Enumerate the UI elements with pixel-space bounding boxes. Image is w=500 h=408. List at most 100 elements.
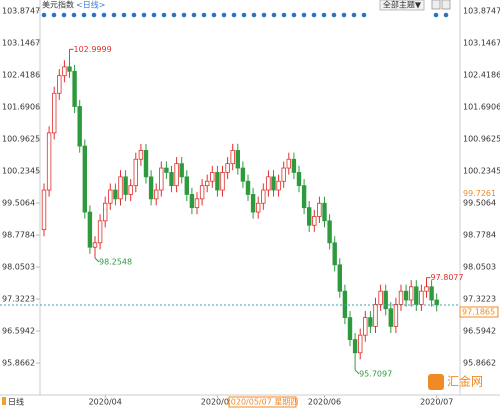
theme-dot xyxy=(101,12,107,18)
candle-body xyxy=(312,216,317,226)
y-tick-label-right: 97.3223 xyxy=(463,295,496,304)
extreme-label: 97.8077 xyxy=(431,273,464,282)
candle-body xyxy=(327,220,332,244)
x-tick-label: 2020/06 xyxy=(308,398,341,407)
theme-dot xyxy=(291,12,297,18)
y-tick-label-right: 101.6906 xyxy=(463,102,500,111)
theme-dot xyxy=(261,12,267,18)
candle-body xyxy=(52,92,57,134)
candle-body xyxy=(164,167,169,173)
theme-dot xyxy=(201,12,207,18)
crosshair-date: 2020/05/07 星期四 xyxy=(226,398,299,407)
candle-body xyxy=(322,202,327,222)
candle-body xyxy=(255,202,261,213)
theme-dot xyxy=(161,12,167,18)
y-tick-label: 98.0503 xyxy=(2,262,35,271)
candle-body xyxy=(373,303,378,327)
period-icon[interactable] xyxy=(2,397,6,405)
candle-body xyxy=(67,66,72,72)
x-tick-label: 2020/07 xyxy=(420,398,453,407)
theme-dot xyxy=(171,12,177,18)
candle-body xyxy=(62,66,67,77)
theme-dot xyxy=(41,12,47,18)
theme-dot xyxy=(361,12,367,18)
extreme-pointer xyxy=(94,257,100,263)
extreme-label: 98.2548 xyxy=(99,258,132,267)
candle-body xyxy=(434,299,439,306)
watermark: 汇金网 xyxy=(447,374,483,389)
candle-body xyxy=(245,180,251,195)
candle-body xyxy=(403,290,409,301)
y-tick-label: 100.9625 xyxy=(2,134,40,143)
candle-body xyxy=(199,185,205,200)
candle-body xyxy=(393,303,399,327)
footer-period[interactable]: 日线 xyxy=(8,397,24,407)
theme-button[interactable] xyxy=(379,0,425,11)
theme-dot xyxy=(131,12,137,18)
candle-body xyxy=(220,172,225,191)
y-tick-label-right: 98.0503 xyxy=(463,262,496,271)
candle-body xyxy=(230,150,235,165)
candle-body xyxy=(225,163,230,173)
candle-body xyxy=(179,163,184,178)
candle-body xyxy=(174,163,179,187)
y-tick-label-right: 103.8747 xyxy=(463,6,500,15)
candle-body xyxy=(429,286,434,301)
candle-body xyxy=(317,202,322,217)
theme-dot xyxy=(191,12,197,18)
candle-body xyxy=(337,264,342,292)
candle-body xyxy=(398,290,404,305)
y-tick-label-right: 100.2345 xyxy=(463,166,500,175)
theme-dot xyxy=(91,12,97,18)
candle-body xyxy=(46,132,52,191)
candle-body xyxy=(41,189,47,231)
watermark-logo xyxy=(428,374,444,390)
candle-body xyxy=(103,202,108,222)
next-button[interactable] xyxy=(441,0,451,10)
candle-body xyxy=(123,176,128,195)
candle-body xyxy=(424,286,429,292)
candle-body xyxy=(240,167,246,182)
candle-body xyxy=(306,207,312,226)
candle-body xyxy=(414,286,419,305)
extreme-label: 95.7097 xyxy=(359,369,392,378)
theme-dot xyxy=(151,12,157,18)
candle-body xyxy=(215,172,220,191)
extreme-label: 102.9999 xyxy=(74,45,112,54)
title: 美元指数 xyxy=(42,0,74,10)
candle-body xyxy=(204,180,210,187)
candle-body xyxy=(368,317,373,327)
theme-dot xyxy=(141,12,147,18)
theme-dot xyxy=(121,12,127,18)
crosshair-value: 97.1865 xyxy=(462,307,495,316)
candle-body xyxy=(261,189,266,204)
period[interactable]: <日线> xyxy=(76,0,105,10)
price-marker: 99.7261 xyxy=(463,189,496,198)
candle-body xyxy=(143,150,149,178)
theme-dot xyxy=(181,12,187,18)
candle-body xyxy=(113,189,118,200)
candle-body xyxy=(92,242,98,248)
y-tick-label: 96.5942 xyxy=(2,327,35,336)
y-tick-label: 97.3223 xyxy=(2,295,35,304)
extreme-pointer xyxy=(354,369,360,375)
candle-body xyxy=(148,176,154,200)
y-tick-label: 95.8662 xyxy=(2,359,35,368)
candle-body xyxy=(383,290,388,310)
x-tick-label: 2020/05 xyxy=(201,398,234,407)
crosshair-date-box xyxy=(228,396,297,408)
y-tick-label-right: 100.9625 xyxy=(463,134,500,143)
theme-dot xyxy=(281,12,287,18)
y-tick-label: 101.6906 xyxy=(2,102,40,111)
candle-body xyxy=(301,185,307,209)
candle-body xyxy=(363,317,368,336)
y-tick-label-right: 102.4186 xyxy=(463,70,500,79)
theme-dot xyxy=(271,12,277,18)
y-tick-label: 99.5064 xyxy=(2,198,35,207)
theme-dot xyxy=(211,12,217,18)
candle-body xyxy=(72,70,77,107)
prev-button[interactable] xyxy=(431,0,441,10)
theme-button-label[interactable]: 全部主题▼ xyxy=(383,0,422,10)
